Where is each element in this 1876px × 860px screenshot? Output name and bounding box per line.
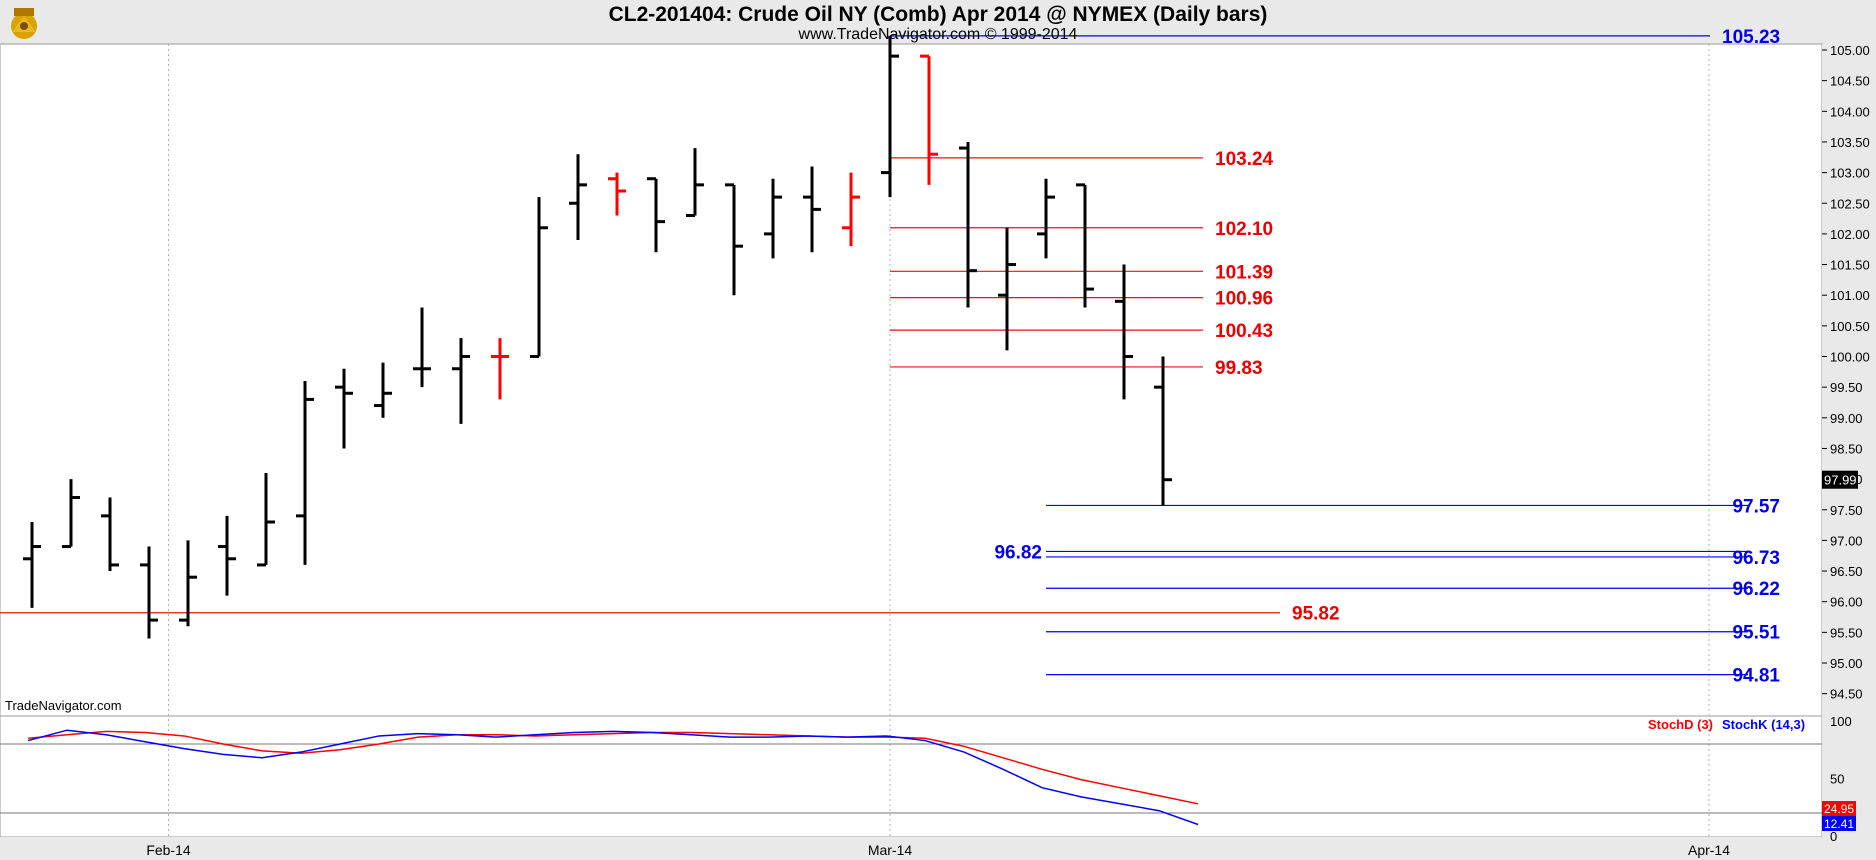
header-band xyxy=(0,0,1876,44)
price-level-label: 95.51 xyxy=(1732,623,1780,644)
ohlc-bar xyxy=(764,178,782,259)
plot-frame xyxy=(0,43,1823,838)
ohlc-bar xyxy=(257,472,275,567)
ohlc-bar xyxy=(647,177,665,253)
price-level-label: 94.81 xyxy=(1732,666,1780,687)
ohlc-bar xyxy=(296,381,314,565)
stoch-legend-d: StochD (3) xyxy=(1648,717,1713,732)
ohlc-bar xyxy=(491,338,509,400)
ohlc-bar xyxy=(686,148,704,218)
y-tick-label: 101.50 xyxy=(1830,258,1870,273)
price-level-label: 96.22 xyxy=(1732,579,1780,600)
stoch-y-tick-label: 0 xyxy=(1830,829,1837,844)
stoch-k-last-value: 12.41 xyxy=(1824,817,1854,831)
axis-layer: Feb-14 Mar-14 Apr-14 105.00 104.50 104.00 103.… xyxy=(5,43,1870,858)
last-price-label: 97.99 xyxy=(1824,473,1857,488)
y-tick-label: 103.00 xyxy=(1830,166,1870,181)
y-tick-label: 99.00 xyxy=(1830,411,1863,426)
y-tick-label: 104.00 xyxy=(1830,104,1870,119)
stoch-y-tick-label: 100 xyxy=(1830,714,1852,729)
x-tick-label: Apr-14 xyxy=(1688,842,1730,858)
price-level-label: 100.96 xyxy=(1215,289,1273,310)
chart-title: CL2-201404: Crude Oil NY (Comb) Apr 2014… xyxy=(608,3,1268,26)
y-tick-label: 95.50 xyxy=(1830,625,1863,640)
ohlc-bar xyxy=(413,307,431,388)
y-tick-label: 96.50 xyxy=(1830,564,1863,579)
y-tick-label: 102.00 xyxy=(1830,227,1870,242)
y-tick-label: 100.50 xyxy=(1830,319,1870,334)
y-tick-label: 96.00 xyxy=(1830,595,1863,610)
x-axis-band xyxy=(0,837,1876,860)
stoch-d-last-tag xyxy=(1822,801,1856,816)
ohlc-bar xyxy=(179,540,197,627)
ohlc-bar xyxy=(608,172,626,216)
ohlc-bar xyxy=(452,338,470,424)
stoch-legend-k: StochK (14,3) xyxy=(1722,717,1805,732)
bars-layer xyxy=(23,35,1172,639)
y-tick-label: 97.00 xyxy=(1830,533,1863,548)
ohlc-bar xyxy=(959,141,977,308)
ohlc-bar xyxy=(725,183,743,296)
stoch-k-last-tag xyxy=(1822,816,1856,831)
ohlc-bar xyxy=(335,368,353,449)
price-level-label: 95.82 xyxy=(1292,604,1340,625)
ohlc-bar xyxy=(101,497,119,572)
y-tick-label: 104.50 xyxy=(1830,74,1870,89)
ohlc-bar xyxy=(842,172,860,247)
stoch-series-line xyxy=(27,729,1199,826)
price-level-label: 96.73 xyxy=(1732,548,1780,569)
price-level-label: 101.39 xyxy=(1215,262,1273,283)
last-price-tag xyxy=(1822,470,1858,489)
ohlc-bar xyxy=(1037,178,1055,259)
stoch-d-last-value: 24.95 xyxy=(1824,802,1854,816)
ohlc-bar xyxy=(998,227,1016,351)
ohlc-bar xyxy=(803,166,821,253)
x-tick-label: Mar-14 xyxy=(868,842,913,858)
y-tick-label: 97.50 xyxy=(1830,503,1863,518)
y-tick-label: 94.50 xyxy=(1830,687,1863,702)
watermark: TradeNavigator.com xyxy=(5,698,122,713)
y-tick-label: 105.00 xyxy=(1830,43,1870,58)
y-tick-label: 101.00 xyxy=(1830,288,1870,303)
levels-layer: 105.23 103.24 102.10 101.39 100.96 100.43 99.8… xyxy=(0,27,1780,687)
y-tick-label: 100.00 xyxy=(1830,350,1870,365)
stoch-y-tick-label: 50 xyxy=(1830,772,1844,787)
ohlc-bar xyxy=(140,546,158,639)
price-level-label: 96.82 xyxy=(994,542,1042,563)
price-level-label: 97.57 xyxy=(1732,496,1780,517)
ohlc-bar xyxy=(23,522,41,608)
ohlc-bar xyxy=(920,54,938,185)
ohlc-bar xyxy=(1076,183,1094,308)
ohlc-bar xyxy=(374,362,392,418)
price-level-label: 103.24 xyxy=(1215,149,1274,170)
trade-navigator-logo-icon xyxy=(11,8,37,39)
y-tick-label: 95.00 xyxy=(1830,656,1863,671)
x-tick-label: Feb-14 xyxy=(146,842,191,858)
price-level-label: 99.83 xyxy=(1215,358,1263,379)
stoch-series-line xyxy=(28,730,1199,805)
ohlc-bar xyxy=(881,35,899,198)
ohlc-bar xyxy=(569,154,587,241)
y-axis-band xyxy=(1822,44,1876,837)
chart-subtitle: www.TradeNavigator.com © 1999-2014 xyxy=(798,26,1078,43)
y-tick-label: 99.50 xyxy=(1830,380,1863,395)
ohlc-bar xyxy=(530,197,548,358)
y-tick-label: 98.50 xyxy=(1830,441,1863,456)
y-tick-label: 103.50 xyxy=(1830,135,1870,150)
ohlc-bar xyxy=(62,479,80,549)
price-level-label: 102.10 xyxy=(1215,219,1273,240)
y-tick-label: 102.50 xyxy=(1830,196,1870,211)
ohlc-bar xyxy=(1115,264,1133,400)
ohlc-bar xyxy=(1154,356,1172,506)
price-level-label: 105.23 xyxy=(1722,27,1780,48)
ohlc-bar xyxy=(218,515,236,596)
price-level-label: 100.43 xyxy=(1215,321,1273,342)
